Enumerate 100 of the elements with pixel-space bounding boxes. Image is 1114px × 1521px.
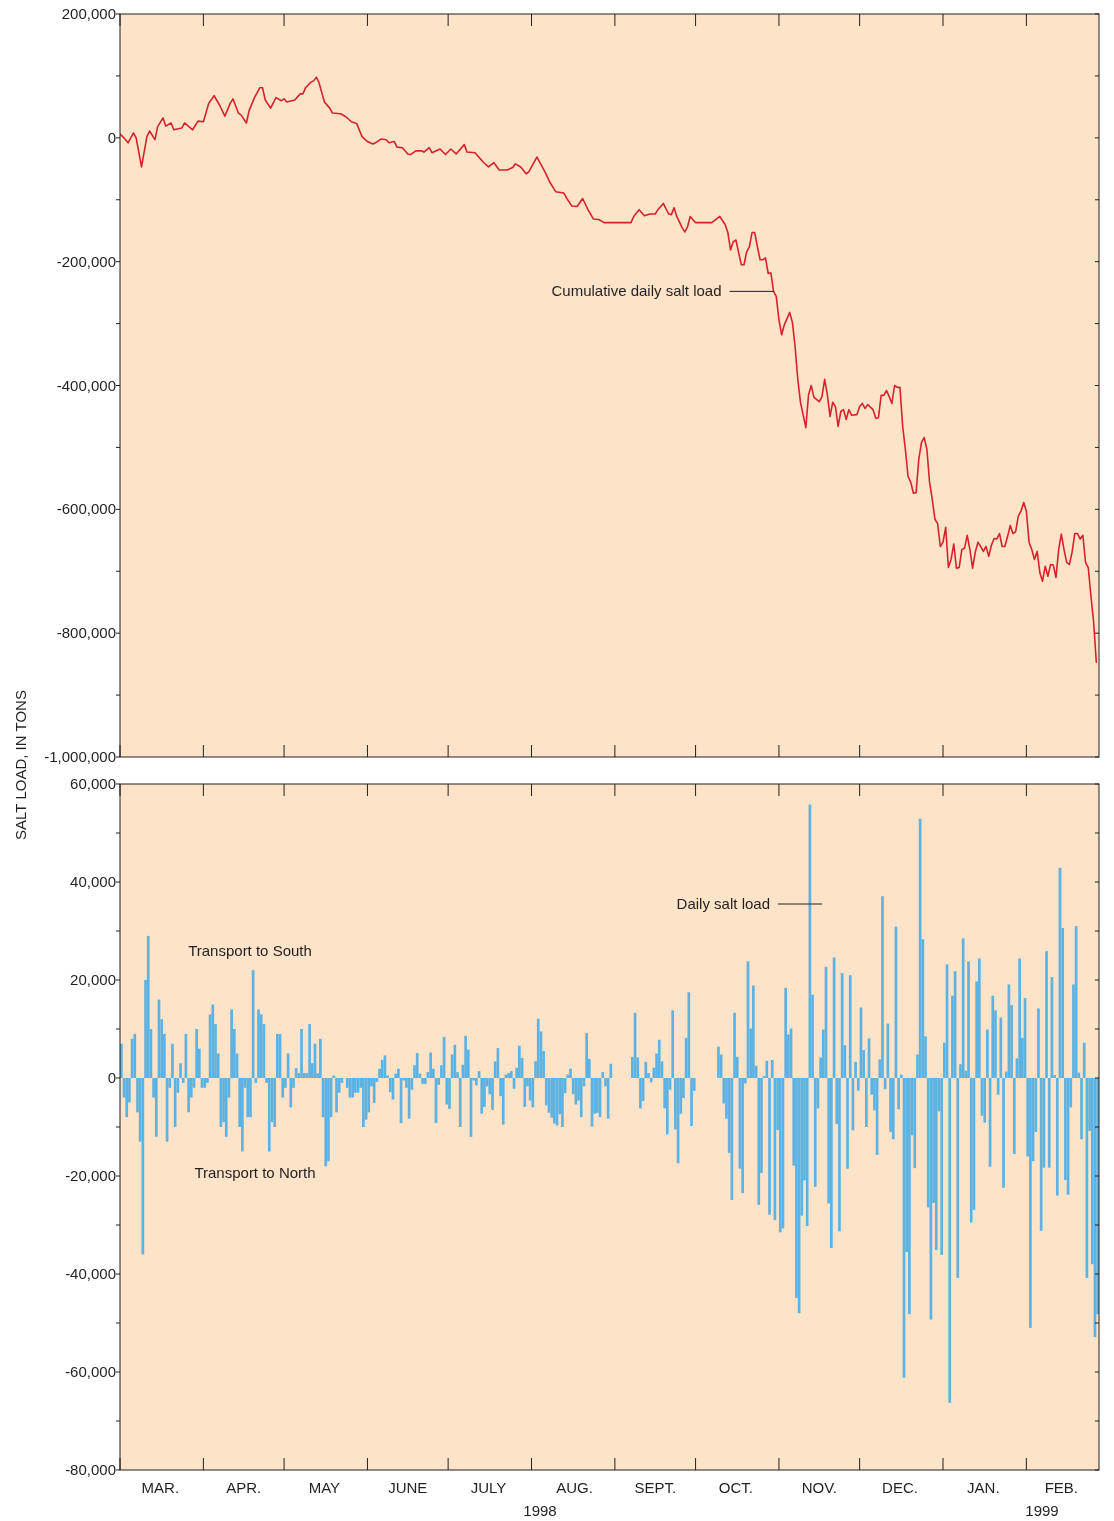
bar: [1018, 958, 1021, 1078]
bar: [509, 1071, 513, 1078]
bar: [133, 1033, 137, 1078]
bar: [770, 1059, 774, 1078]
y-tick-label: -200,000: [56, 252, 116, 270]
bar: [881, 896, 884, 1078]
bar: [415, 1053, 419, 1078]
bar: [249, 1078, 252, 1118]
bar: [480, 1078, 484, 1114]
x-tick-label: JULY: [470, 1479, 507, 1496]
bar: [300, 1029, 303, 1078]
y-tick-label: 0: [107, 128, 116, 146]
bar: [813, 1078, 817, 1187]
x-tick-label: JUNE: [388, 1479, 428, 1496]
bar: [254, 1078, 258, 1083]
bar: [319, 1038, 322, 1078]
bar: [491, 1078, 494, 1110]
x-tick-label: MAY: [308, 1479, 341, 1496]
bar: [687, 992, 691, 1078]
y-tick-label: -40,000: [65, 1265, 116, 1282]
y-tick-label: -600,000: [56, 500, 116, 518]
bar: [211, 1004, 215, 1078]
bar: [671, 1010, 675, 1078]
y-tick-label: 60,000: [70, 775, 116, 792]
bar: [1039, 1078, 1043, 1231]
bar: [146, 935, 150, 1078]
bar: [644, 1061, 648, 1078]
bar: [1037, 1008, 1040, 1078]
bar: [561, 1078, 564, 1127]
bar: [948, 1078, 952, 1403]
bar: [977, 958, 981, 1078]
x-tick-label: APR.: [226, 1479, 262, 1496]
bar: [324, 1078, 328, 1167]
bar: [897, 1078, 900, 1110]
bar: [267, 1078, 271, 1152]
bar: [125, 1078, 129, 1118]
bar: [805, 1078, 809, 1226]
bar: [883, 1078, 887, 1090]
x-tick-label: FEB.: [1044, 1479, 1079, 1496]
bar: [308, 1024, 311, 1078]
annotation: Daily salt load: [676, 895, 770, 912]
y-tick-label: -1,000,000: [44, 748, 116, 765]
y-tick-label: -80,000: [65, 1461, 116, 1478]
bar: [606, 1078, 610, 1119]
bar: [394, 1073, 398, 1078]
y-tick-label: 20,000: [70, 971, 116, 988]
bar: [230, 1009, 233, 1078]
bar: [501, 1078, 505, 1125]
line-series: [120, 76, 1098, 664]
bar: [956, 1078, 960, 1278]
bar: [1045, 951, 1048, 1078]
bar: [475, 1078, 478, 1086]
text: 1998: [523, 1502, 557, 1519]
bar: [179, 1063, 182, 1078]
bar: [999, 1017, 1003, 1078]
bar: [445, 1078, 449, 1105]
bar: [1055, 1078, 1059, 1196]
bar: [891, 1078, 895, 1140]
y-tick-label: -800,000: [56, 624, 116, 642]
bar: [273, 1078, 276, 1127]
bar: [181, 1078, 185, 1083]
bar: [967, 961, 970, 1078]
bar: [856, 1078, 860, 1091]
bar: [865, 1078, 868, 1127]
bar: [961, 938, 965, 1078]
bar: [690, 1078, 693, 1127]
bar: [464, 1035, 467, 1078]
bar: [257, 1009, 260, 1078]
annotation: Cumulative daily salt load: [551, 282, 722, 300]
bar: [784, 987, 788, 1078]
bar: [154, 1078, 158, 1137]
bar: [523, 1078, 527, 1107]
y-axis-title: SALT LOAD, IN TONS: [12, 690, 29, 840]
bar: [289, 1078, 293, 1108]
bar: [246, 1078, 250, 1118]
bar: [421, 1078, 424, 1084]
bar: [380, 1059, 384, 1078]
bar: [757, 1078, 761, 1205]
bar: [983, 1078, 987, 1123]
bar: [838, 1078, 841, 1232]
bar: [765, 1060, 769, 1078]
bar: [294, 1068, 298, 1078]
y-tick-label: -60,000: [65, 1363, 116, 1380]
bar: [1080, 1078, 1083, 1140]
bar: [913, 1078, 917, 1169]
bar: [362, 1078, 365, 1127]
bar: [778, 1078, 782, 1233]
bar: [848, 975, 852, 1078]
bar: [327, 1078, 330, 1162]
y-tick-label: 0: [107, 1069, 116, 1086]
y-tick-label: 40,000: [70, 873, 116, 890]
bar: [665, 1078, 669, 1135]
bar: [830, 1078, 833, 1249]
bar: [171, 1043, 174, 1078]
bar: [741, 1078, 744, 1194]
bar: [518, 1045, 521, 1078]
bar: [768, 1078, 771, 1215]
bar: [448, 1078, 451, 1109]
bar: [717, 1046, 720, 1078]
bar: [986, 1029, 989, 1078]
